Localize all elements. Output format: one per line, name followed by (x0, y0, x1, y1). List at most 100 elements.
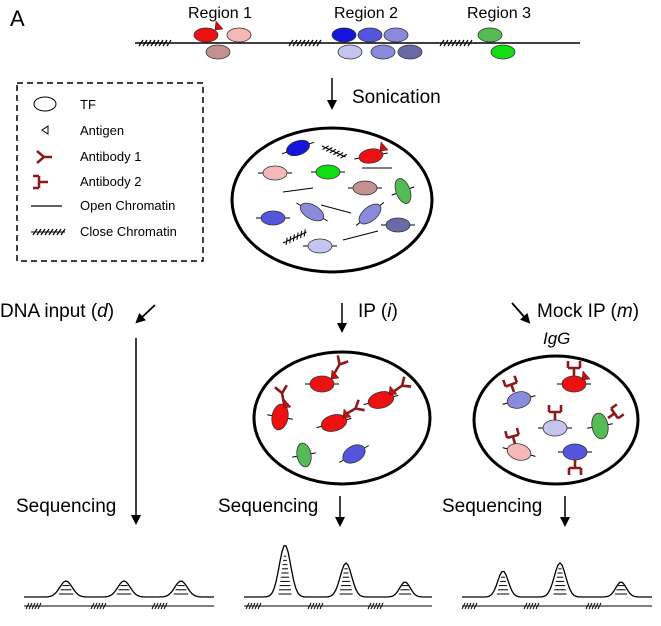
read-coverage-input (24, 580, 214, 610)
antibody-1-legend-icon (36, 150, 52, 164)
tf-protein (490, 44, 516, 60)
tf-protein (303, 238, 337, 254)
tf-protein (502, 443, 536, 461)
closed-chromatin-fragment (321, 145, 348, 159)
coverage-curve (24, 580, 214, 598)
closed-chromatin-hatch (523, 602, 540, 610)
close-chromatin-legend-icon (31, 228, 66, 236)
region-1-label: Region 1 (188, 5, 252, 22)
legend-box (16, 82, 204, 262)
genome-track (135, 20, 580, 60)
antibody-2 (566, 361, 582, 376)
antibody-1 (392, 376, 412, 394)
antibody-1 (274, 384, 288, 405)
antibody-2 (547, 405, 563, 420)
tf-protein (256, 210, 290, 226)
tf-protein (370, 44, 396, 60)
sequencing-label-mock: Sequencing (442, 496, 542, 517)
legend-item-antibody-1: Antibody 1 (80, 149, 141, 164)
tf-protein (331, 27, 357, 43)
tf-protein (281, 139, 315, 157)
antibody-2-legend-icon (33, 174, 48, 190)
tf-protein (383, 27, 409, 43)
ip-label: IP (i) (358, 301, 398, 322)
tf-protein (339, 444, 369, 464)
mock-ip-arrow (511, 302, 531, 324)
closed-chromatin-hatch (245, 602, 262, 610)
tf-protein (355, 202, 385, 226)
sonication-label: Sonication (352, 87, 441, 108)
tf-protein (363, 391, 399, 409)
closed-chromatin-hatch (585, 602, 602, 610)
legend-item-antibody-2: Antibody 2 (80, 174, 141, 189)
region-3-label: Region 3 (467, 5, 531, 22)
igg-label: IgG (543, 329, 570, 348)
tf-protein (348, 180, 382, 196)
tf-protein (296, 202, 328, 222)
tf-protein (381, 217, 415, 233)
antibody-2 (504, 427, 520, 445)
tf-protein (391, 178, 415, 204)
open-chromatin-fragment (282, 187, 314, 193)
coverage-curve (244, 545, 432, 598)
coverage-curve (462, 562, 652, 598)
tf-protein (354, 148, 388, 164)
closed-chromatin-hatch (307, 602, 324, 610)
ip-bound-fragments (267, 355, 412, 468)
legend-item-open-chromatin: Open Chromatin (80, 198, 175, 213)
antigen-marker (581, 370, 591, 381)
antigen-legend-icon (41, 125, 49, 135)
tf-legend-icon (33, 96, 57, 112)
antibody-2 (607, 403, 625, 420)
tf-protein (337, 44, 363, 60)
tf-protein (397, 44, 423, 60)
legend: TF Antigen Antibody 1 Antibody 2 Open Ch… (16, 82, 204, 262)
antibody-2 (567, 460, 583, 475)
read-coverage-mock-ip (461, 562, 652, 610)
closed-chromatin-hatch (461, 602, 478, 610)
region-2-label: Region 2 (334, 5, 398, 22)
genome-tf-group (193, 20, 516, 60)
antibody-1 (345, 399, 365, 416)
tf-protein (316, 414, 352, 432)
open-chromatin-fragment (342, 230, 379, 241)
legend-item-tf: TF (80, 97, 96, 112)
tf-protein (267, 403, 293, 431)
legend-item-close-chromatin: Close Chromatin (80, 224, 177, 239)
tf-protein (587, 412, 613, 440)
closed-chromatin-hatch (367, 602, 384, 610)
tf-protein (305, 375, 339, 393)
antibody-2 (502, 375, 519, 393)
tf-protein (292, 442, 316, 468)
tf-protein (258, 165, 292, 181)
ip-mixture (252, 350, 432, 486)
tf-protein (477, 27, 503, 43)
tf-protein (502, 391, 536, 409)
dna-input-arrow (135, 304, 156, 324)
antigen-marker (379, 141, 389, 152)
closed-chromatin-hatch (151, 602, 168, 610)
antigen-marker (214, 20, 224, 31)
sequencing-label-ip: Sequencing (218, 496, 318, 517)
sonicated-mixture (230, 126, 434, 274)
mock-ip-label: Mock IP (m) (537, 301, 639, 322)
tf-protein (205, 44, 231, 60)
open-chromatin-fragment (320, 204, 352, 214)
sequencing-label-input: Sequencing (16, 496, 116, 517)
closed-chromatin-hatch (90, 602, 107, 610)
dna-input-label: DNA input (d) (0, 301, 114, 322)
read-coverage-ip (244, 545, 432, 610)
panel-label: A (10, 6, 25, 31)
closed-chromatin-fragment (282, 229, 307, 245)
mock-ip-bound-fragments (502, 361, 625, 475)
tf-protein (226, 27, 252, 43)
sonicated-fragments (256, 139, 415, 254)
tf-protein (311, 164, 345, 180)
tf-protein (193, 27, 219, 43)
closed-chromatin-hatch (137, 39, 473, 47)
tf-protein (357, 27, 383, 43)
closed-chromatin-hatch (25, 602, 42, 610)
mock-ip-mixture (472, 354, 640, 486)
antibody-1 (332, 355, 349, 375)
